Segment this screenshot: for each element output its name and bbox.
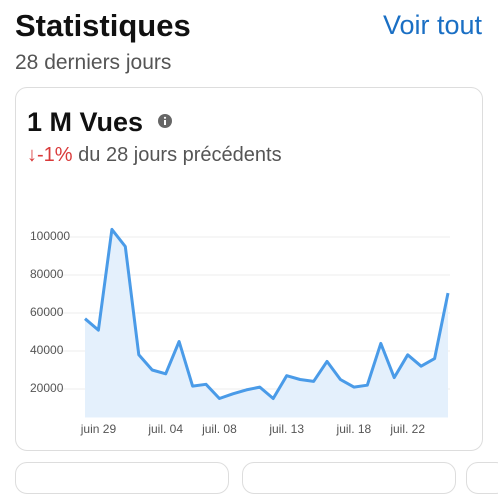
card-partial	[242, 462, 456, 494]
change-line: ↓-1% du 28 jours précédents	[27, 144, 282, 167]
y-tick-label: 60000	[30, 305, 64, 319]
page: Statistiques Voir tout 28 derniers jours…	[15, 8, 498, 494]
y-tick-label: 80000	[30, 267, 64, 281]
stats-card[interactable]	[15, 87, 483, 451]
line	[84, 227, 450, 400]
x-tick-label: juil. 08	[201, 422, 237, 436]
headline-text: 1 M Vues	[27, 107, 144, 137]
card-partial	[15, 462, 229, 494]
see-all-link[interactable]: Voir tout	[382, 10, 482, 40]
chart: 20000 40000 60000 80000 100000 juin 29 juil. 0…	[30, 227, 450, 436]
x-tick-label: juil. 22	[389, 422, 425, 436]
line-area	[85, 229, 448, 418]
change-value: ↓-1%	[27, 144, 73, 166]
comparison-text: du 28 jours précédents	[78, 144, 282, 166]
section-title: Statistiques	[15, 8, 191, 43]
card-partial	[466, 462, 498, 494]
y-tick-label: 40000	[30, 343, 64, 357]
period-label: 28 derniers jours	[15, 51, 172, 74]
x-tick-label: juin 29	[80, 422, 117, 436]
y-tick-label: 20000	[30, 381, 64, 395]
views-headline: 1 M Vues	[27, 107, 173, 138]
x-tick-label: juil. 13	[268, 422, 304, 436]
y-tick-label: 100000	[30, 229, 70, 243]
x-tick-label: juil. 18	[336, 422, 372, 436]
x-tick-label: juil. 04	[147, 422, 183, 436]
info-icon[interactable]	[157, 113, 173, 129]
